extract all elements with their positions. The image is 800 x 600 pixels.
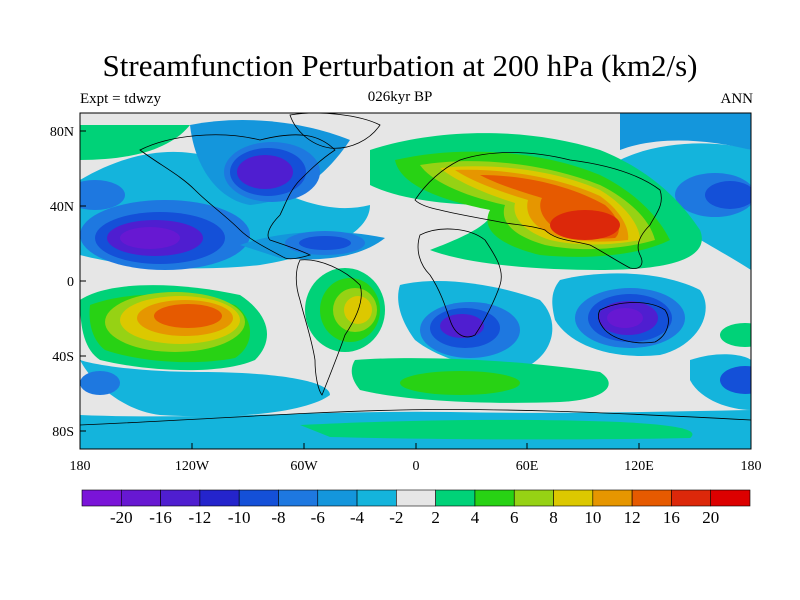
experiment-label: Expt = tdwzy	[80, 91, 161, 107]
colorbar-label: -4	[350, 508, 365, 527]
colorbar-label: -16	[149, 508, 172, 527]
x-tick-label: 0	[413, 459, 420, 474]
colorbar-label: -20	[110, 508, 133, 527]
colorbar-swatch	[120, 489, 161, 507]
colorbar-swatch	[631, 489, 672, 507]
colorbar-label: 8	[549, 508, 558, 527]
colorbar-label: -12	[189, 508, 212, 527]
colorbar: -20 -16 -12 -10 -8 -6 -4 -2 2 4 6 8 10 12 16 20	[81, 489, 751, 527]
y-tick-label: 0	[67, 275, 74, 290]
contour-field	[80, 113, 751, 449]
y-tick-label: 80S	[52, 425, 74, 440]
colorbar-swatch	[238, 489, 279, 507]
colorbar-label: 6	[510, 508, 519, 527]
axis-tick-marks	[79, 130, 752, 449]
colorbar-label: 20	[702, 508, 719, 527]
colorbar-swatch	[710, 489, 751, 507]
colorbar-label: 12	[624, 508, 641, 527]
colorbar-label: -6	[311, 508, 325, 527]
colorbar-label: -8	[271, 508, 285, 527]
x-tick-label: 60E	[516, 459, 539, 474]
colorbar-swatch	[553, 489, 594, 507]
colorbar-swatch	[474, 489, 515, 507]
chart-title: Streamfunction Perturbation at 200 hPa (…	[102, 48, 698, 83]
colorbar-swatch	[435, 489, 476, 507]
x-tick-label: 120E	[624, 459, 654, 474]
colorbar-swatch	[592, 489, 633, 507]
y-tick-label: 40S	[52, 350, 74, 365]
x-tick-label: 120W	[175, 459, 210, 474]
colorbar-label: 10	[584, 508, 601, 527]
colorbar-swatch	[513, 489, 554, 507]
colorbar-swatch	[396, 489, 436, 507]
coastlines	[80, 113, 751, 426]
x-axis-labels: 180 120W 60W 0 60E 120E 180	[70, 459, 762, 474]
period-label: 026kyr BP	[367, 89, 433, 105]
season-label: ANN	[720, 91, 754, 107]
x-tick-label: 180	[741, 459, 762, 474]
y-axis-labels: 80N 40N 0 40S 80S	[50, 125, 74, 440]
x-tick-label: 60W	[290, 459, 318, 474]
colorbar-swatch	[356, 489, 397, 507]
colorbar-label: -2	[389, 508, 403, 527]
colorbar-label: 2	[431, 508, 440, 527]
y-tick-label: 40N	[50, 200, 74, 215]
colorbar-swatch	[199, 489, 240, 507]
colorbar-label: 4	[471, 508, 480, 527]
colorbar-label: -10	[228, 508, 251, 527]
colorbar-swatch	[278, 489, 319, 507]
colorbar-swatch	[81, 489, 122, 507]
colorbar-label: 16	[663, 508, 680, 527]
colorbar-swatch	[317, 489, 358, 507]
y-tick-label: 80N	[50, 125, 74, 140]
colorbar-swatch	[671, 489, 712, 507]
x-tick-label: 180	[70, 459, 91, 474]
colorbar-swatch	[160, 489, 201, 507]
